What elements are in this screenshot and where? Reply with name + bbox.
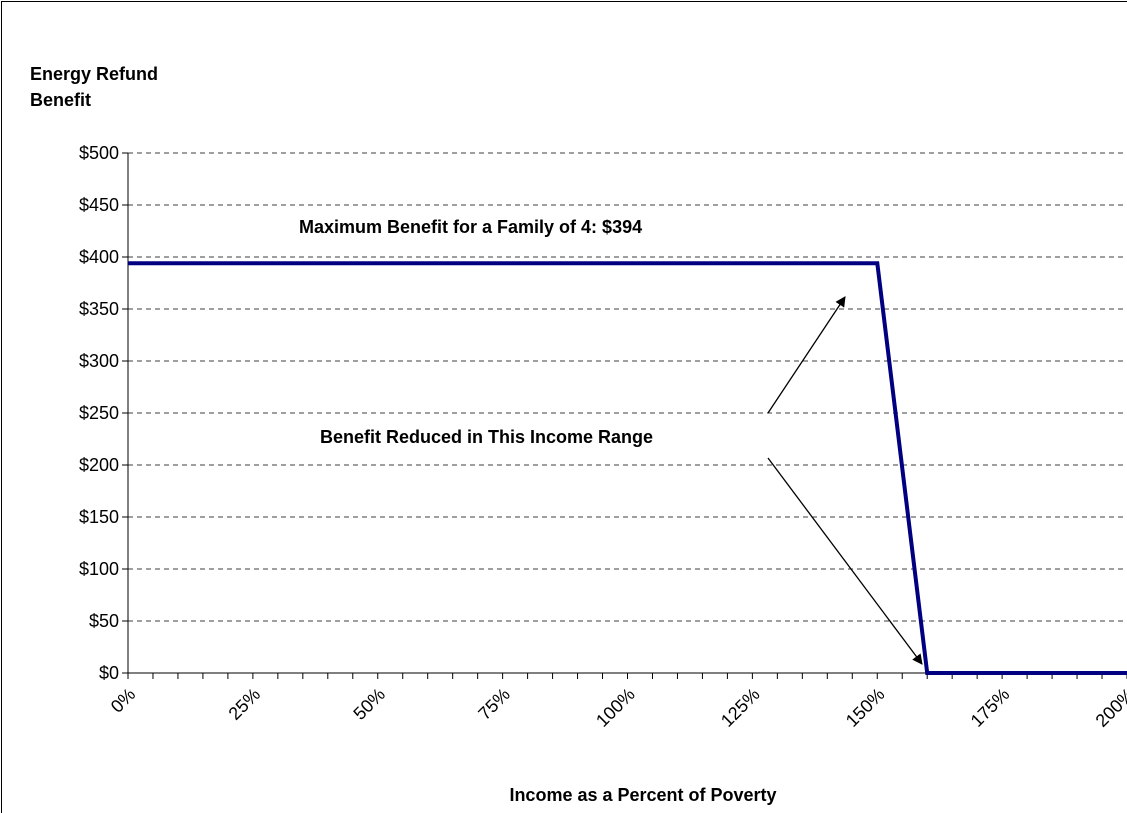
y-tick-label: $400 [79,247,119,267]
y-tick-label: $350 [79,299,119,319]
x-tick-label: 25% [225,684,265,724]
x-tick-label: 200% [1092,684,1127,731]
series-layer [128,261,1127,675]
y-tick-label: $200 [79,455,119,475]
y-tick-label: $500 [79,143,119,163]
y-axis-ticks: $0 $50 $100 $150 $200 $250 $300 $350 $400 $450 $50… [79,143,128,683]
annotation-benefit-reduced: Benefit Reduced in This Income Range [320,427,653,447]
arrow-to-zero [767,457,923,665]
y-axis-title-line-1: Energy Refund [30,64,158,84]
gridlines [128,152,1127,622]
y-tick-label: $100 [79,559,119,579]
x-tick-label: 100% [592,684,639,731]
annotation-max-benefit: Maximum Benefit for a Family of 4: $394 [299,217,642,237]
x-tick-label: 75% [474,684,514,724]
y-tick-label: $450 [79,195,119,215]
y-tick-label: $300 [79,351,119,371]
y-tick-label: $50 [89,611,119,631]
y-tick-label: $150 [79,507,119,527]
x-tick-label: 125% [717,684,764,731]
x-axis-title: Income as a Percent of Poverty [509,785,776,805]
x-tick-label: 150% [842,684,889,731]
x-tick-label: 175% [967,684,1014,731]
x-tick-label: 0% [107,684,140,717]
x-tick-label: 50% [349,684,389,724]
y-axis-title: Energy Refund Benefit [30,64,158,110]
x-axis-ticks: 0% 25% 50% 75% 100% 125% 150% 175% 200% [107,673,1127,731]
y-tick-label: $250 [79,403,119,423]
series-line [128,261,1127,675]
y-tick-label: $0 [99,663,119,683]
arrow-to-plateau [767,296,846,414]
y-axis-title-line-2: Benefit [30,90,91,110]
